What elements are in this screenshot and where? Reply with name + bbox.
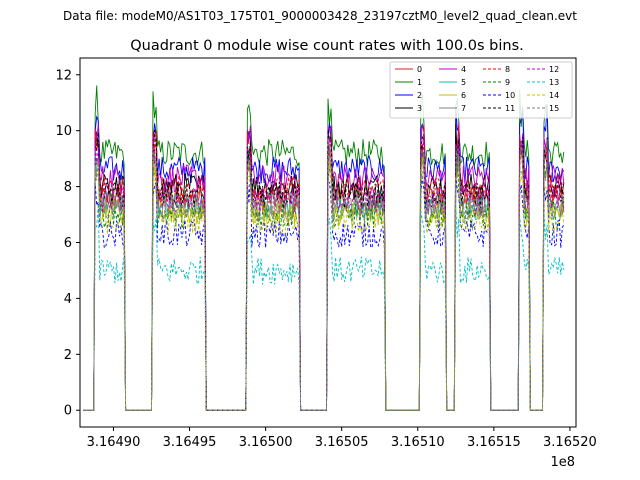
legend-label-12: 12 xyxy=(549,65,559,74)
y-tick-label: 12 xyxy=(55,68,72,83)
y-tick-label: 10 xyxy=(55,124,72,139)
legend-label-0: 0 xyxy=(417,65,422,74)
legend-label-15: 15 xyxy=(549,104,559,113)
y-tick-label: 4 xyxy=(64,292,72,307)
y-tick-label: 2 xyxy=(64,348,72,363)
chart-title: Quadrant 0 module wise count rates with … xyxy=(130,38,524,54)
series-line-8 xyxy=(83,125,565,411)
y-axis: 0 2 4 6 8 10 12 xyxy=(55,68,80,419)
legend-label-1: 1 xyxy=(417,78,422,87)
x-tick-label: 3.16490 xyxy=(87,435,141,450)
legend-box xyxy=(389,61,573,119)
legend-label-3: 3 xyxy=(417,104,422,113)
legend-label-6: 6 xyxy=(461,91,466,100)
plot-frame xyxy=(79,57,577,428)
legend-label-8: 8 xyxy=(505,65,510,74)
series-line-15 xyxy=(83,140,565,411)
x-tick-label: 3.16500 xyxy=(239,435,293,450)
series-line-10 xyxy=(83,171,565,411)
legend-label-7: 7 xyxy=(461,104,466,113)
suptitle: Data file: modeM0/AS1T03_175T01_90000034… xyxy=(63,9,577,23)
series-line-12 xyxy=(83,134,565,411)
legend-label-2: 2 xyxy=(417,91,422,100)
legend-label-9: 9 xyxy=(505,78,510,87)
x-tick-label: 3.16510 xyxy=(391,435,445,450)
x-tick-label: 3.16495 xyxy=(163,435,217,450)
legend-label-5: 5 xyxy=(461,78,466,87)
x-tick-label: 3.16515 xyxy=(467,435,521,450)
legend-label-13: 13 xyxy=(549,78,559,87)
y-tick-label: 8 xyxy=(64,180,72,195)
y-tick-label: 6 xyxy=(64,236,72,251)
y-tick-label: 0 xyxy=(64,404,72,419)
x-tick-label: 3.16520 xyxy=(543,435,597,450)
series-layer xyxy=(83,85,565,411)
legend-label-14: 14 xyxy=(549,91,559,100)
x-offset-label: 1e8 xyxy=(550,455,575,470)
x-tick-label: 3.16505 xyxy=(315,435,369,450)
legend-label-11: 11 xyxy=(505,104,515,113)
legend-label-4: 4 xyxy=(461,65,466,74)
legend-label-10: 10 xyxy=(505,91,515,100)
x-axis: 3.16490 3.16495 3.16500 3.16505 3.16510 3.165… xyxy=(87,427,597,450)
